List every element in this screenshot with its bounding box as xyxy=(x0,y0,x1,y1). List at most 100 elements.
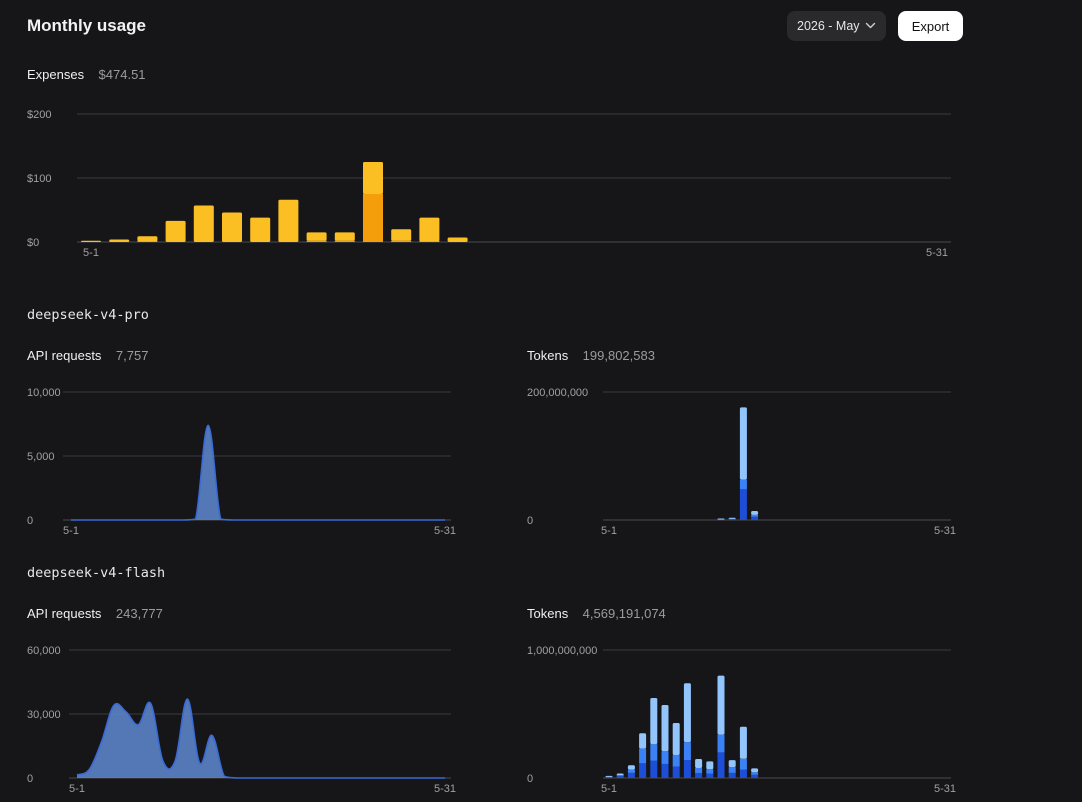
pro-requests-line xyxy=(71,424,445,521)
flash-tokens-x-start-label: 5-1 xyxy=(601,783,617,795)
expenses-y-tick-label: $0 xyxy=(27,237,39,249)
pro-requests-label: API requests xyxy=(27,348,102,363)
expenses-bar xyxy=(363,162,383,194)
pro-tokens-bar xyxy=(751,516,759,520)
flash-tokens-bar xyxy=(683,760,691,778)
month-select[interactable]: 2026 - May xyxy=(787,11,886,41)
flash-requests-area xyxy=(77,699,445,778)
pro-tokens-bar xyxy=(728,517,736,519)
page-title: Monthly usage xyxy=(27,16,147,35)
expenses-bar xyxy=(250,217,271,242)
flash-tokens-bar xyxy=(650,698,658,745)
flash-tokens-bar xyxy=(605,775,613,777)
model-heading-flash: deepseek-v4-flash xyxy=(27,565,166,581)
flash-tokens-bar xyxy=(739,726,747,759)
expenses-bar xyxy=(363,194,383,242)
pro-tokens-bar xyxy=(751,514,759,517)
expenses-value: $474.51 xyxy=(98,67,146,82)
flash-tokens-bar xyxy=(627,772,635,778)
flash-tokens-bar xyxy=(672,722,680,755)
pro-requests-y-tick-label: 10,000 xyxy=(27,387,61,399)
pro-requests-y-tick-label: 0 xyxy=(27,515,33,527)
flash-tokens-bar xyxy=(695,773,703,778)
expenses-bar xyxy=(419,217,440,242)
pro-tokens-x-start-label: 5-1 xyxy=(601,525,617,537)
flash-tokens-bar xyxy=(661,751,669,764)
pro-requests-value: 7,757 xyxy=(115,348,149,363)
flash-requests-x-start-label: 5-1 xyxy=(69,783,85,795)
flash-tokens-bar xyxy=(706,769,714,774)
pro-tokens-bar xyxy=(739,479,747,490)
expenses-bar xyxy=(222,212,242,242)
flash-tokens-bar xyxy=(683,683,691,743)
flash-tokens-bar xyxy=(706,773,714,778)
pro-tokens-summary: Tokens 199,802,583 xyxy=(527,347,655,365)
flash-tokens-bar xyxy=(639,763,647,778)
expenses-x-start-label: 5-1 xyxy=(83,247,99,259)
flash-requests-x-end-label: 5-31 xyxy=(434,783,456,795)
pro-tokens-bar xyxy=(739,489,747,520)
pro-requests-summary: API requests 7,757 xyxy=(27,347,148,365)
flash-tokens-bar xyxy=(650,760,658,778)
flash-tokens-x-end-label: 5-31 xyxy=(934,783,956,795)
expenses-bar xyxy=(391,240,412,242)
flash-requests-value: 243,777 xyxy=(115,606,163,621)
expenses-bar xyxy=(81,240,101,242)
flash-tokens-bar xyxy=(706,761,714,770)
flash-tokens-bar xyxy=(728,760,736,768)
flash-tokens-bar xyxy=(627,769,635,773)
expenses-bar xyxy=(334,240,355,242)
expenses-bar xyxy=(447,237,468,242)
flash-tokens-bar xyxy=(672,754,680,767)
flash-tokens-bar xyxy=(672,766,680,778)
pro-requests-x-start-label: 5-1 xyxy=(63,525,79,537)
flash-tokens-bar xyxy=(717,752,725,778)
flash-tokens-bar xyxy=(751,772,759,775)
pro-tokens-bar xyxy=(751,511,759,515)
flash-tokens-bar xyxy=(639,733,647,749)
export-button[interactable]: Export xyxy=(898,11,963,41)
flash-tokens-bar xyxy=(683,742,691,761)
expenses-bar xyxy=(278,199,299,242)
pro-tokens-x-end-label: 5-31 xyxy=(934,525,956,537)
flash-tokens-summary: Tokens 4,569,191,074 xyxy=(527,605,666,623)
flash-requests-y-tick-label: 30,000 xyxy=(27,709,61,721)
expenses-bar xyxy=(306,240,327,242)
flash-requests-y-tick-label: 0 xyxy=(27,773,33,785)
expenses-bar xyxy=(334,232,355,241)
flash-tokens-bar xyxy=(639,748,647,764)
pro-tokens-y-tick-label: 200,000,000 xyxy=(527,387,588,399)
flash-tokens-bar xyxy=(717,675,725,735)
chevron-down-icon xyxy=(865,22,876,29)
flash-tokens-bar xyxy=(728,772,736,778)
pro-requests-y-tick-label: 5,000 xyxy=(27,451,55,463)
expenses-bar xyxy=(137,236,158,242)
flash-tokens-bar xyxy=(739,758,747,770)
expenses-bar xyxy=(306,232,327,241)
flash-tokens-bar xyxy=(616,776,624,778)
flash-tokens-bar xyxy=(751,774,759,778)
expenses-label: Expenses xyxy=(27,67,85,82)
expenses-x-end-label: 5-31 xyxy=(926,247,948,259)
pro-tokens-label: Tokens xyxy=(527,348,569,363)
model-heading-pro: deepseek-v4-pro xyxy=(27,307,149,323)
flash-tokens-bar xyxy=(616,773,624,776)
flash-tokens-bar xyxy=(661,763,669,778)
flash-tokens-bar xyxy=(739,769,747,778)
flash-requests-summary: API requests 243,777 xyxy=(27,605,163,623)
expenses-bar xyxy=(193,205,214,242)
expenses-bar xyxy=(137,241,158,242)
pro-tokens-value: 199,802,583 xyxy=(582,348,655,363)
flash-tokens-y-tick-label: 1,000,000,000 xyxy=(527,645,597,657)
expenses-summary: Expenses $474.51 xyxy=(27,66,146,84)
pro-tokens-bar xyxy=(728,519,736,520)
pro-tokens-y-tick-label: 0 xyxy=(527,515,533,527)
flash-tokens-bar xyxy=(695,759,703,769)
pro-tokens-bar xyxy=(739,407,747,480)
expenses-bar xyxy=(109,239,130,242)
flash-tokens-y-tick-label: 0 xyxy=(527,773,533,785)
flash-tokens-bar xyxy=(717,734,725,753)
flash-tokens-bar xyxy=(728,767,736,773)
flash-tokens-bar xyxy=(751,768,759,773)
